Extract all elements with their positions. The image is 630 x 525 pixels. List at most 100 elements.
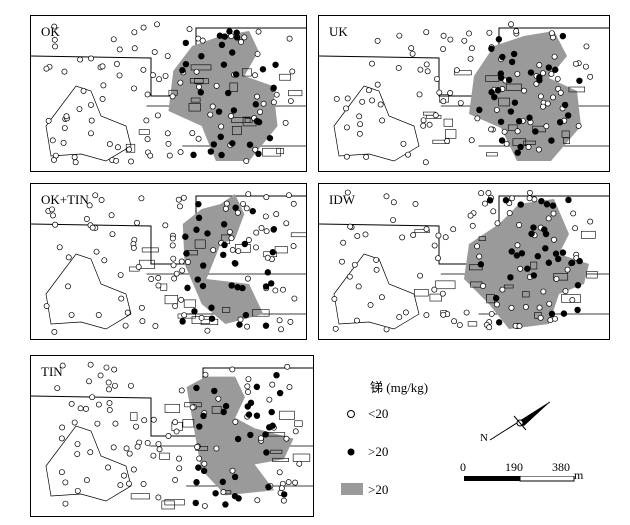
sample-point-high [549,202,557,209]
sample-point-low [435,255,442,262]
sample-point-low [185,259,191,265]
sample-point-low [207,111,214,118]
sample-point-low [553,275,560,282]
sample-point-low [535,146,542,153]
building-outline [294,420,303,427]
sample-point-low [273,211,280,218]
sample-point-low [238,39,245,45]
sample-point-low [50,156,57,163]
sample-point-low [255,28,262,35]
sample-point-high [281,491,288,498]
sample-point-high [233,29,240,36]
sample-point-low [490,208,497,215]
building-outline [276,148,284,155]
sample-point-low [134,443,141,450]
sample-point-high [508,248,515,255]
sample-point-low [128,158,134,165]
sample-point-low [390,199,397,206]
sample-point-low [105,464,112,471]
sample-point-high [219,478,227,486]
filled-circle-icon [347,448,355,456]
sample-point-low [374,81,381,88]
sample-point-high [532,128,539,135]
sample-point-high [526,114,533,121]
sample-point-high [273,371,280,379]
sample-point-high [514,149,521,156]
sample-point-high [545,259,553,266]
sample-point-low [540,288,547,295]
sample-point-high [574,282,582,289]
sample-point-high [559,32,567,40]
sample-point-low [276,469,283,476]
sample-point-low [77,56,84,63]
sample-point-high [534,253,542,260]
panel-label: TIN [41,364,63,379]
open-circle-icon [347,410,355,418]
sample-point-high [194,276,201,283]
sample-point-low [405,151,411,158]
map-panel-uk: UK [318,15,610,172]
sample-point-low [164,53,171,60]
building-outline [270,449,283,454]
building-outline [125,143,136,153]
sample-point-low [150,452,157,459]
building-outline [288,90,303,97]
sample-point-low [110,36,117,43]
sample-point-low [175,196,182,203]
building-outline [159,452,170,460]
building-outline [138,129,150,135]
sample-point-high [507,274,514,281]
sample-point-low [412,201,419,207]
sample-point-high [265,483,272,491]
sample-point-high [568,259,576,267]
building-outline [161,500,175,510]
sample-point-high [542,230,550,238]
sample-point-low [62,500,69,507]
building-outline [190,64,212,71]
sample-point-low [439,290,446,297]
sample-point-low [440,32,447,39]
sample-point-low [114,144,121,151]
sample-point-high [226,28,233,35]
sample-point-low [189,130,196,137]
sample-point-low [209,103,216,110]
sample-point-high [564,112,572,119]
sample-point-high [204,230,211,237]
sample-point-low [176,465,183,472]
sample-point-low [258,225,265,231]
sample-point-low [199,37,206,44]
sample-point-low [147,152,154,159]
sample-point-low [148,276,155,282]
sample-point-low [229,467,236,474]
sample-point-high [561,101,569,109]
sample-point-low [213,82,220,89]
sample-point-low [89,224,96,231]
sample-point-low [517,265,524,272]
sample-point-low [540,70,546,77]
sample-point-low [139,318,146,325]
sample-point-high [229,49,236,56]
building-outline [188,103,201,112]
sample-point-low [587,218,594,225]
sample-point-high [224,89,232,97]
sample-point-low [444,138,451,144]
sample-point-high [494,87,502,94]
sample-point-low [61,68,68,75]
sample-point-low [103,364,110,371]
sample-point-high [270,84,277,92]
sample-point-low [548,70,555,77]
sample-point-low [201,460,208,467]
sample-point-high [255,118,263,126]
sample-point-high [210,141,217,148]
hotspot-area [182,194,264,324]
sample-point-low [426,121,433,128]
sample-point-low [263,228,270,235]
sample-point-low [417,66,424,73]
sample-point-low [276,317,283,324]
sample-point-low [117,482,124,489]
sample-point-low [552,315,558,322]
sample-point-low [554,75,561,82]
sample-point-low [423,61,430,68]
sample-point-low [485,190,492,196]
map-panel-ok: OK [30,15,307,172]
